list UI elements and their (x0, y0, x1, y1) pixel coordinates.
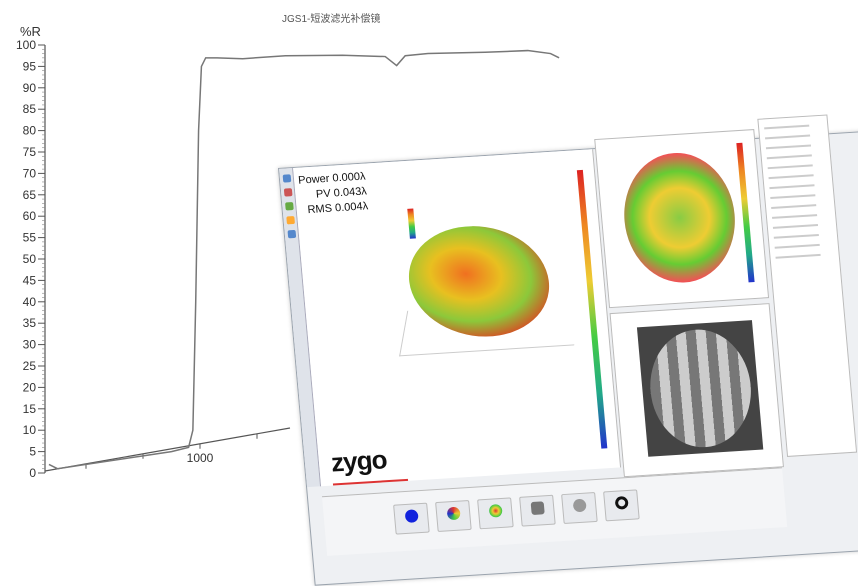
fringe-image (636, 320, 764, 457)
tool-icon[interactable] (286, 215, 295, 225)
clear-button[interactable] (561, 492, 598, 525)
blue-circle-icon (404, 509, 419, 523)
tool-icon[interactable] (285, 202, 294, 211)
tilt-icon (446, 506, 461, 521)
zygo-software-window: Power 0.000λ PV 0.043λ RMS 0.004λ zygo (278, 114, 858, 586)
color-scale-small (407, 208, 416, 239)
setup-button[interactable] (519, 494, 556, 527)
y-tick-label: 100 (16, 38, 36, 52)
intensity-image-panel[interactable] (609, 303, 784, 478)
surface-3d-plot[interactable]: Power 0.000λ PV 0.043λ RMS 0.004λ zygo (293, 149, 622, 487)
y-tick-label: 45 (23, 273, 37, 287)
tool-icon[interactable] (282, 174, 292, 183)
reflectance-chart: 0 5 10 15 20 25 30 35 40 45 50 55 60 65 70 75 80 85 90 95 10… (16, 38, 560, 480)
power-icon (488, 503, 503, 518)
y-tick-label: 60 (23, 209, 37, 223)
y-tick-label: 20 (23, 380, 37, 394)
y-tick-label: 5 (29, 445, 36, 459)
reflectance-curve (48, 49, 560, 470)
y-tick-label: 75 (23, 145, 37, 159)
y-tick-label: 40 (23, 295, 37, 309)
tool-icon[interactable] (287, 229, 297, 239)
color-scale-bar (736, 142, 755, 283)
tool-icon[interactable] (283, 188, 293, 197)
surface-map-2d (618, 149, 741, 286)
power-button[interactable] (477, 497, 514, 530)
y-tick-label: 25 (23, 359, 37, 373)
ring-icon (614, 496, 629, 510)
y-tick-label: 65 (23, 188, 37, 202)
rms-value: RMS 0.004λ (307, 200, 369, 217)
surface-map-2d-panel[interactable] (594, 129, 770, 309)
clear-icon (572, 498, 587, 513)
tilt-button[interactable] (435, 499, 472, 532)
y-tick-label: 80 (23, 124, 37, 138)
aperture-button[interactable] (603, 489, 640, 522)
chart-title: JGS1-短波滤光补偿镜 (282, 14, 381, 25)
y-tick-label: 50 (23, 252, 37, 266)
y-axis-label: %R (20, 24, 41, 39)
y-tick-label: 30 (23, 338, 37, 352)
y-tick-label: 85 (23, 102, 37, 116)
y-tick-label: 55 (23, 231, 37, 245)
measurement-stats: Power 0.000λ PV 0.043λ RMS 0.004λ (298, 170, 369, 219)
y-tick-label: 0 (29, 466, 36, 480)
y-tick-label: 90 (23, 81, 37, 95)
zygo-logo: zygo (330, 444, 409, 486)
setup-icon (530, 501, 545, 516)
x-tick-label: 1000 (187, 451, 214, 465)
null-button[interactable] (393, 502, 430, 535)
y-tick-label: 95 (23, 59, 37, 73)
y-tick-label: 35 (23, 316, 37, 330)
y-tick-label: 15 (23, 402, 37, 416)
y-tick-label: 70 (23, 166, 37, 180)
y-tick-label: 10 (23, 423, 37, 437)
